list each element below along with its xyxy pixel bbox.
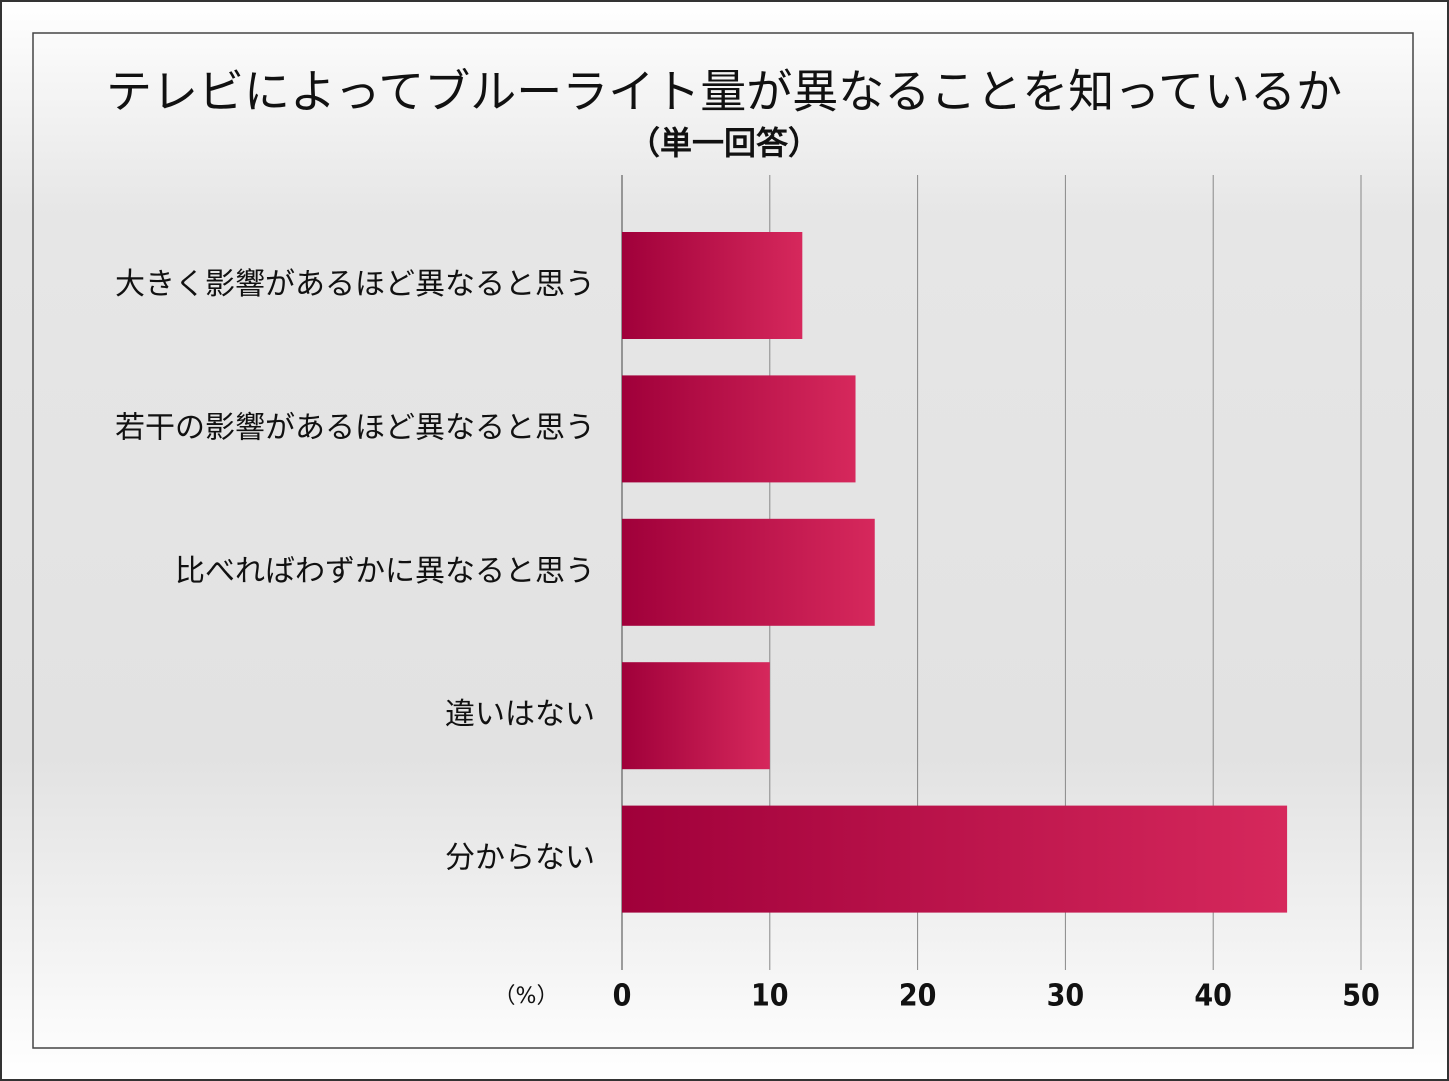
x-tick-label: 0 bbox=[613, 979, 632, 1014]
chart-subtitle: （単一回答） bbox=[628, 124, 820, 162]
frame bbox=[32, 32, 1414, 1049]
bar bbox=[622, 375, 856, 483]
x-tick-label: 30 bbox=[1047, 979, 1085, 1014]
x-tick-label: 20 bbox=[899, 979, 937, 1014]
y-tick-label: 大きく影響があるほど異なると思う bbox=[115, 267, 595, 302]
bar bbox=[622, 518, 875, 626]
x-tick-label: 40 bbox=[1194, 979, 1232, 1014]
y-tick-label: 若干の影響があるほど異なると思う bbox=[115, 410, 595, 445]
bar bbox=[622, 805, 1288, 913]
chart-title: テレビによってブルーライト量が異なることを知っているか bbox=[106, 65, 1342, 119]
bar bbox=[622, 232, 803, 339]
x-tick-label: 10 bbox=[751, 979, 789, 1014]
axis-unit: （%） bbox=[494, 984, 559, 1009]
bar bbox=[622, 662, 770, 770]
x-tick-label: 50 bbox=[1342, 979, 1380, 1014]
y-tick-label: 比べればわずかに異なると思う bbox=[175, 554, 595, 589]
y-tick-label: 分からない bbox=[445, 841, 595, 876]
y-tick-label: 違いはない bbox=[445, 697, 595, 732]
